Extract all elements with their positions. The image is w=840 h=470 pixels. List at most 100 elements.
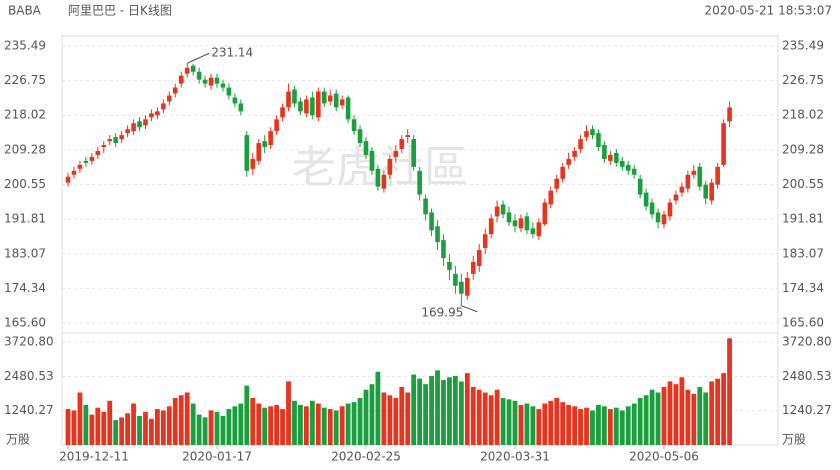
y-tick-label: 200.55 xyxy=(4,177,46,191)
volume-bar xyxy=(643,395,649,445)
volume-bar xyxy=(441,380,446,445)
candle-body xyxy=(679,186,685,193)
volume-bar xyxy=(327,409,333,445)
ticker: BABA xyxy=(8,4,42,18)
candle-body xyxy=(596,133,601,148)
annotation: 169.95 xyxy=(421,305,463,319)
y-tick-label: 226.75 xyxy=(4,73,46,87)
volume-bar xyxy=(494,389,500,445)
volume-unit: 万股 xyxy=(6,433,30,447)
volume-bar xyxy=(119,417,125,445)
volume-bar xyxy=(405,392,411,445)
candle-body xyxy=(488,218,494,235)
volume-bar xyxy=(113,420,119,445)
candle-body xyxy=(441,240,446,259)
candle-body xyxy=(345,97,351,120)
volume-bar xyxy=(280,409,285,445)
candle-body xyxy=(196,71,202,80)
candle-body xyxy=(411,139,416,167)
annotation-leader xyxy=(186,52,210,64)
volume-bar xyxy=(453,375,458,445)
y-tick-label: 183.07 xyxy=(782,246,824,260)
volume-bar xyxy=(417,378,423,445)
volume-bar xyxy=(143,411,148,445)
volume-bar xyxy=(423,384,428,445)
volume-bar xyxy=(631,403,637,445)
candle-body xyxy=(423,198,428,215)
volume-bar xyxy=(697,386,703,445)
candle-body xyxy=(89,156,95,161)
volume-bar xyxy=(619,410,625,445)
volume-bar xyxy=(584,407,589,445)
volume-bar xyxy=(506,399,512,445)
volume-bar xyxy=(298,404,303,445)
y-tick-label: 2480.53 xyxy=(782,369,832,383)
candle-body xyxy=(673,194,679,201)
candle-body xyxy=(262,141,267,148)
volume-bar xyxy=(536,409,542,445)
volume-bar xyxy=(178,395,184,445)
volume-bar xyxy=(602,406,607,445)
candle-body xyxy=(530,228,536,235)
candle-body xyxy=(184,67,190,74)
volume-bar xyxy=(596,404,601,445)
volume-bar xyxy=(518,404,524,445)
candle-body xyxy=(131,123,136,132)
volume-bar xyxy=(220,415,226,445)
volume-bar xyxy=(458,381,464,445)
volume-bar xyxy=(250,398,256,445)
volume-bar xyxy=(482,392,488,445)
candle-body xyxy=(232,97,238,104)
candle-body xyxy=(77,164,83,169)
candle-body xyxy=(238,103,244,112)
y-tick-label: 3720.80 xyxy=(4,335,54,349)
volume-bar xyxy=(649,389,655,445)
candle-body xyxy=(524,216,530,231)
candle-body xyxy=(459,281,464,294)
volume-bar xyxy=(196,414,202,445)
candle-body xyxy=(167,95,172,102)
candle-body xyxy=(71,170,77,175)
volume-bar xyxy=(607,409,613,445)
candle-body xyxy=(172,87,178,94)
volume-bar xyxy=(381,392,387,445)
candle-body xyxy=(566,158,571,165)
candle-body xyxy=(631,168,637,175)
volume-bar xyxy=(667,381,673,445)
candle-body xyxy=(453,273,458,286)
candle-body xyxy=(125,129,130,134)
candle-body xyxy=(590,129,595,136)
volume-bar xyxy=(661,386,667,445)
volume-bar xyxy=(673,384,679,445)
candle-body xyxy=(369,150,375,171)
candle-body xyxy=(608,154,613,161)
timestamp: 2020-05-21 18:53:07 xyxy=(705,4,832,18)
candle-body xyxy=(333,93,339,108)
candle-body xyxy=(208,77,214,86)
candle-body xyxy=(721,123,726,165)
y-tick-label: 174.34 xyxy=(782,281,824,295)
volume-bar xyxy=(554,398,560,445)
volume-bar xyxy=(172,398,178,445)
candle-body xyxy=(447,261,452,270)
volume-bar xyxy=(411,374,417,445)
volume-bar xyxy=(238,403,244,445)
volume-bar xyxy=(560,402,566,445)
candle-body xyxy=(161,103,166,110)
volume-bar xyxy=(315,403,321,445)
candle-body xyxy=(506,212,512,223)
volume-bar xyxy=(137,415,142,445)
volume-bar xyxy=(655,392,661,445)
y-tick-label: 235.49 xyxy=(4,39,46,53)
annotation-leader xyxy=(461,305,478,313)
volume-bar xyxy=(613,407,619,445)
volume-bar xyxy=(77,392,83,445)
y-tick-label: 191.81 xyxy=(4,212,46,226)
volume-bar xyxy=(679,377,685,445)
volume-bar xyxy=(83,404,89,445)
candle-body xyxy=(512,220,518,227)
candle-body xyxy=(584,131,589,138)
candle-body xyxy=(703,184,709,199)
candle-body xyxy=(95,150,101,155)
candle-body xyxy=(500,204,506,215)
